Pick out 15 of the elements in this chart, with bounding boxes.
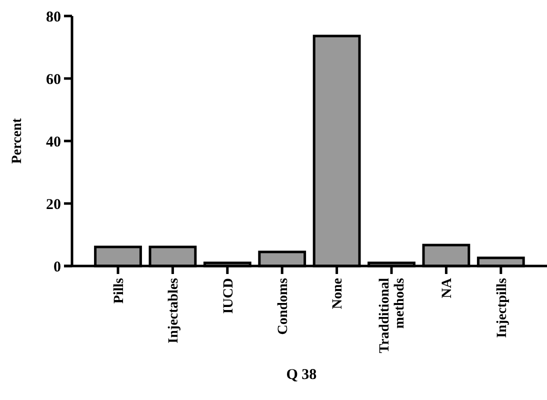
x-tick-label: None [330, 278, 346, 310]
x-tick-label: IUCD [221, 278, 236, 314]
y-tick-label: 80 [46, 9, 61, 26]
x-tick-label: NA [440, 277, 456, 298]
y-tick-label: 20 [46, 196, 61, 213]
x-tick-label: Injectpills [494, 277, 510, 338]
x-axis-title: Q 38 [286, 367, 317, 383]
y-tick-label: 0 [54, 259, 61, 276]
y-axis-title: Percent [10, 118, 25, 164]
y-tick-label: 40 [46, 134, 61, 150]
x-tick-label: Condoms [276, 277, 291, 335]
x-tick-label: Tradditional methods [378, 277, 408, 354]
x-tick-label: Injectables [166, 277, 182, 344]
y-tick-label: 60 [46, 72, 61, 88]
x-tick-label: Pills [112, 277, 127, 304]
